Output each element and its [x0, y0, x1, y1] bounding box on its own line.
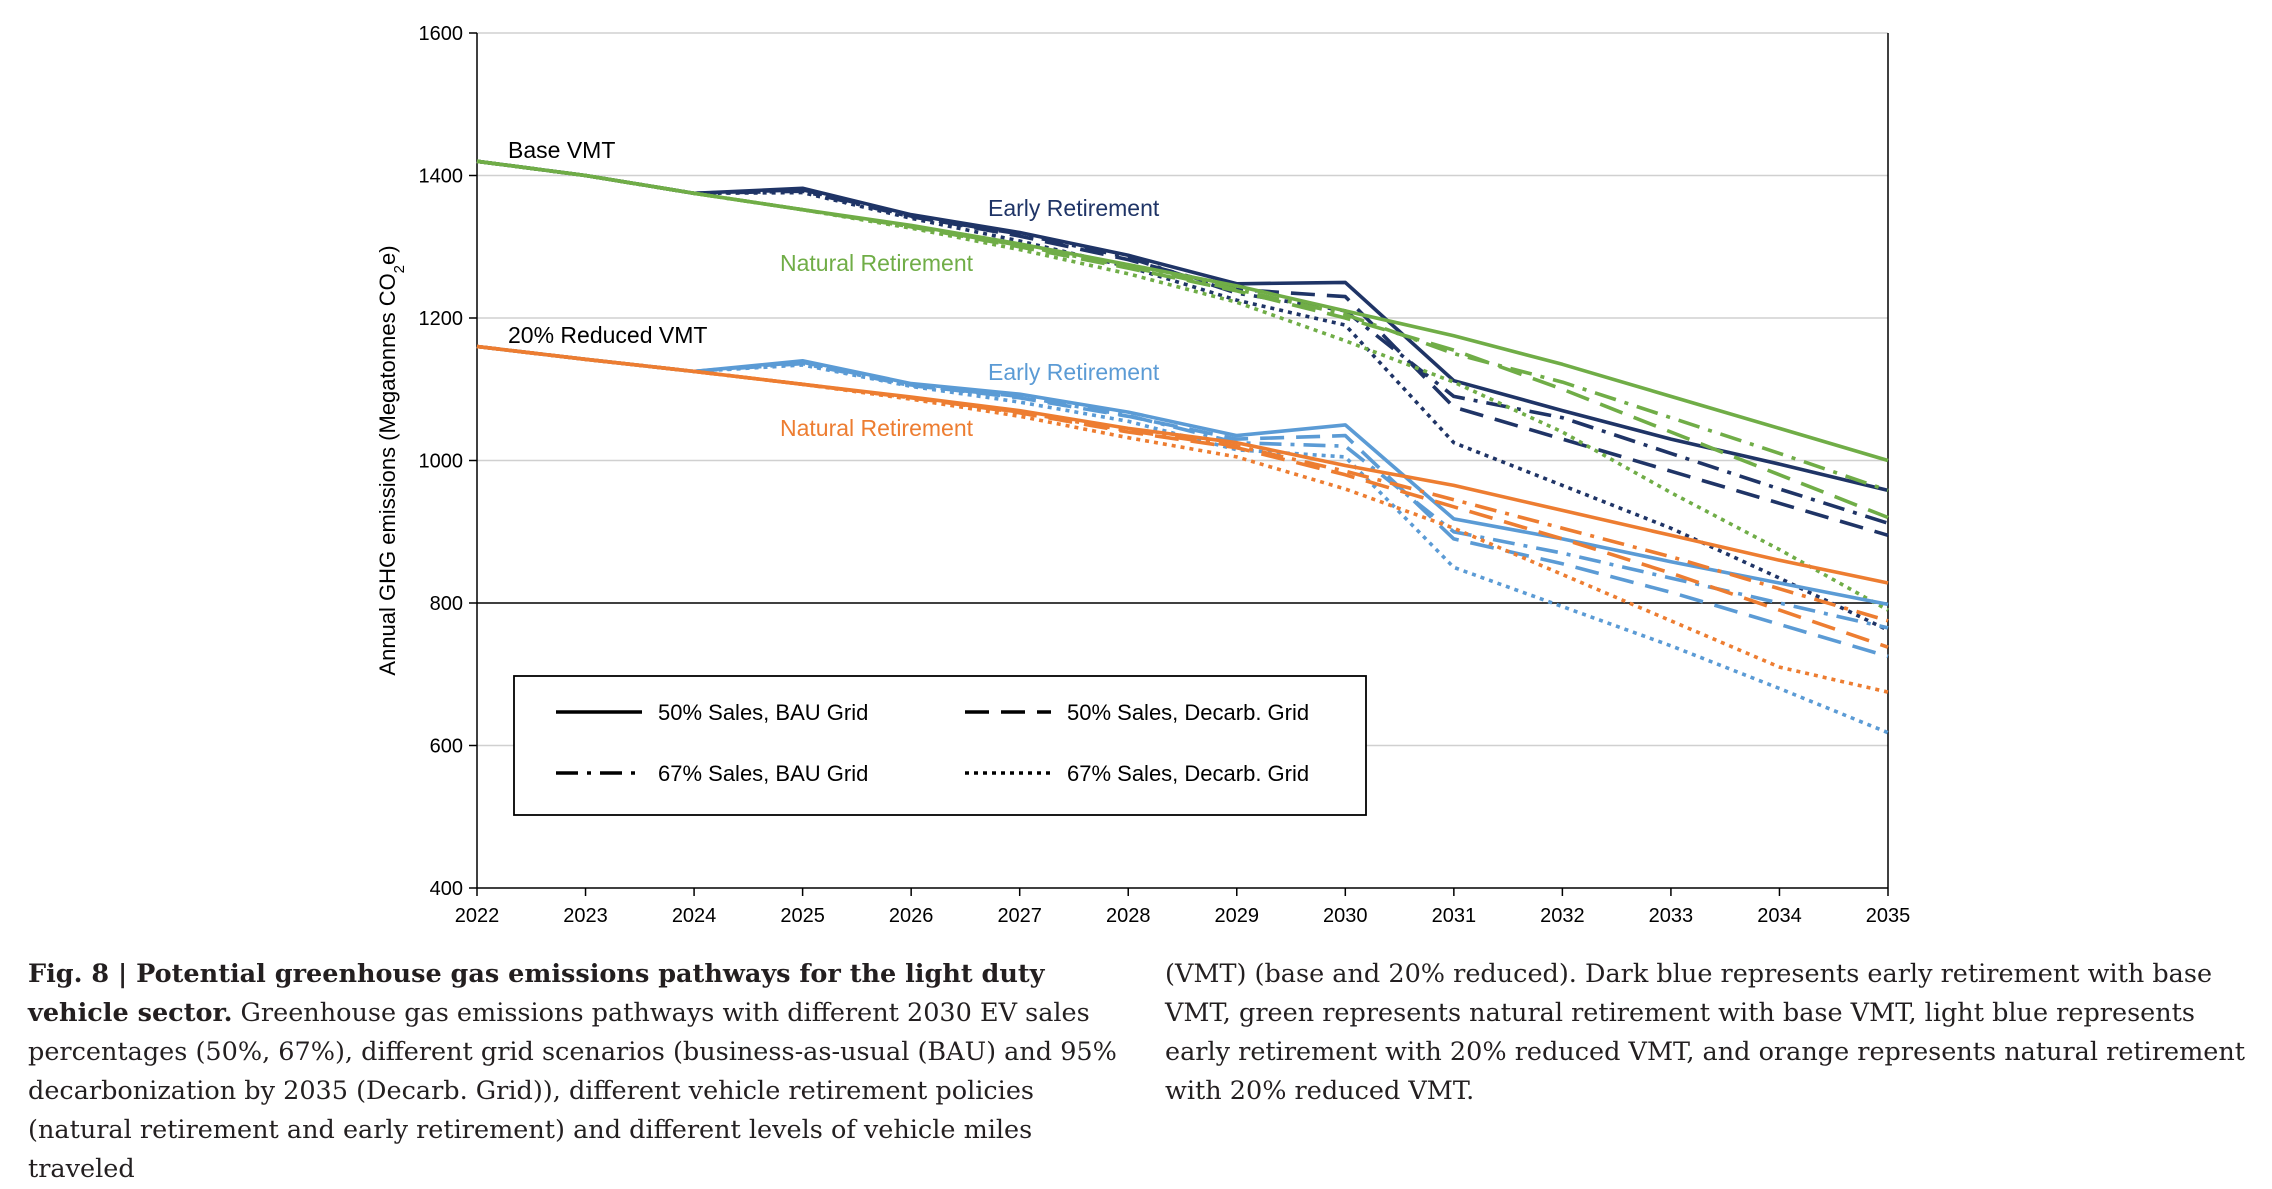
series-line-light_blue-dashdot	[476, 344, 1889, 630]
series-line-dark_blue-dot	[476, 159, 1889, 632]
figure-caption-left: Fig. 8 | Potential greenhouse gas emissi…	[28, 955, 1138, 1189]
emissions-chart: 400 600 800 1000 1200 1400 1600 2022 2023 2024 202…	[375, 23, 1911, 927]
series-line-orange-dot	[476, 344, 1889, 694]
figure-caption-body-left: Greenhouse gas emissions pathways with d…	[28, 998, 1117, 1184]
annotation-label: Early Retirement	[988, 359, 1160, 385]
legend-label: 67% Sales, Decarb. Grid	[1067, 761, 1309, 786]
series-line-light_blue-dash	[476, 344, 1889, 659]
y-axis-label-tail: e)	[375, 245, 400, 265]
x-tick-label: 2031	[1432, 905, 1477, 927]
series-line-orange-dash	[476, 344, 1889, 649]
x-tick-label: 2034	[1757, 905, 1802, 927]
y-axis-label-sub: 2	[391, 265, 408, 273]
annotation-label: Natural Retirement	[780, 415, 974, 441]
annotations: Base VMT Early Retirement Natural Retireme…	[508, 137, 1160, 441]
x-tick-label: 2035	[1866, 905, 1911, 927]
x-tick-label: 2023	[563, 905, 608, 927]
legend-box	[513, 675, 1367, 816]
y-tick-label: 400	[430, 878, 463, 900]
y-tick-label: 1000	[419, 451, 464, 473]
y-tick-label: 1600	[419, 23, 464, 45]
x-tick-label: 2025	[780, 905, 825, 927]
x-tick-label: 2030	[1323, 905, 1368, 927]
y-tick-label: 1200	[419, 308, 464, 330]
x-tick-label: 2033	[1649, 905, 1694, 927]
x-tick-label: 2032	[1540, 905, 1585, 927]
x-tick-label: 2022	[455, 905, 500, 927]
y-axis-label: Annual GHG emissions (Megatonnes CO2e)	[375, 245, 408, 675]
series-line-orange-solid	[476, 344, 1889, 585]
legend-label: 50% Sales, Decarb. Grid	[1067, 700, 1309, 725]
legend-label: 67% Sales, BAU Grid	[658, 761, 868, 786]
series-line-light_blue-solid	[476, 344, 1889, 607]
figure-caption-title: Fig. 8 | Potential greenhouse gas emissi…	[28, 959, 1045, 1028]
series-line-dark_blue-dash	[476, 159, 1889, 538]
series-line-light_blue-dot	[476, 344, 1889, 735]
legend-label: 50% Sales, BAU Grid	[658, 700, 868, 725]
gridlines	[477, 32, 1888, 747]
annotation-label: Base VMT	[508, 137, 615, 163]
figure-caption-right: (VMT) (base and 20% reduced). Dark blue …	[1165, 955, 2255, 1111]
annotation-label: 20% Reduced VMT	[508, 322, 707, 348]
series-line-green-dot	[476, 159, 1889, 612]
x-tick-label: 2028	[1106, 905, 1151, 927]
x-tick-label: 2026	[889, 905, 934, 927]
annotation-label: Natural Retirement	[780, 250, 974, 276]
annotation-label: Early Retirement	[988, 195, 1160, 221]
y-axis-label-main: Annual GHG emissions (Megatonnes CO	[375, 273, 400, 675]
y-tick-label: 1400	[419, 166, 464, 188]
x-tick-label: 2024	[672, 905, 717, 927]
x-tick-label: 2029	[1215, 905, 1260, 927]
series-lines	[476, 159, 1889, 735]
x-tick-label: 2027	[997, 905, 1042, 927]
y-tick-label: 800	[430, 593, 463, 615]
legend: 50% Sales, BAU Grid 50% Sales, Decarb. Gr…	[513, 675, 1367, 816]
figure-caption-body-right: (VMT) (base and 20% reduced). Dark blue …	[1165, 959, 2246, 1106]
series-line-green-solid	[476, 159, 1889, 463]
y-tick-label: 600	[430, 736, 463, 758]
